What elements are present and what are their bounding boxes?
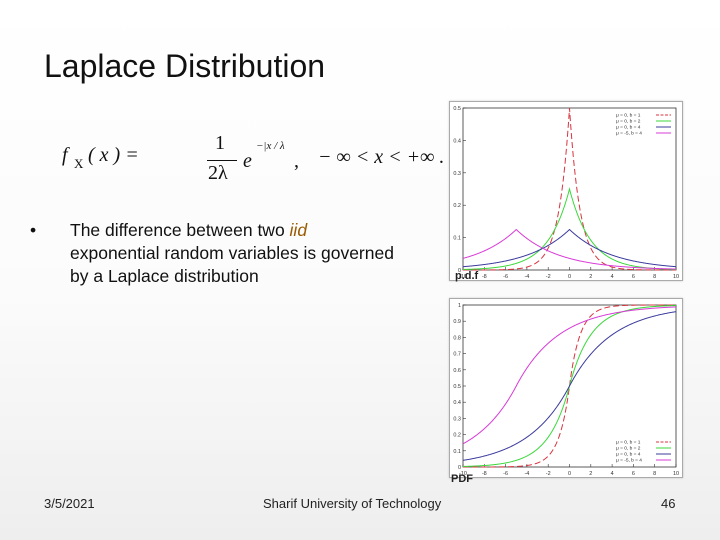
x-tick-label: -2 — [546, 471, 551, 477]
formula-lhs-argument: ( x ) = — [88, 144, 139, 166]
x-tick-label: 4 — [611, 471, 614, 477]
y-tick-label: 0.7 — [453, 352, 461, 358]
x-tick-label: 4 — [611, 274, 614, 280]
formula-denominator: 2λ — [208, 162, 228, 184]
formula-base: e — [243, 150, 252, 172]
cdf-plot: 0 0.1 0.2 0.3 0.4 0.5 0.6 0.7 0.8 0.9 1 -10 -8 -6 -4 -2… — [449, 298, 683, 478]
legend-label: μ = 0, b = 2 — [616, 119, 641, 125]
y-tick-label: 0.4 — [453, 400, 461, 406]
x-tick-label: 10 — [673, 274, 679, 280]
y-tick-label: 0.2 — [453, 203, 461, 209]
x-tick-label: 0 — [568, 274, 571, 280]
x-tick-label: 2 — [589, 274, 592, 280]
x-tick-label: -4 — [524, 471, 529, 477]
x-tick-label: -8 — [482, 274, 487, 280]
y-tick-label: 0.6 — [453, 368, 461, 374]
x-tick-label: -6 — [503, 274, 508, 280]
pdf-plot: 0 0.1 0.2 0.3 0.4 0.5 -10 -8 -6 -4 -2 0 2 4 6 8 10 μ = 0,… — [449, 101, 683, 281]
y-tick-label: 0.1 — [453, 236, 461, 242]
legend-label: μ = 0, b = 1 — [616, 113, 641, 119]
series-line — [463, 107, 676, 271]
chart-svg: 0 0.1 0.2 0.3 0.4 0.5 -10 -8 -6 -4 -2 0 2 4 6 8 10 μ = 0,… — [453, 106, 679, 280]
y-tick-label: 0 — [458, 268, 461, 274]
x-tick-label: -4 — [524, 274, 529, 280]
legend-label: μ = 0, b = 2 — [616, 446, 641, 452]
series-line — [462, 228, 677, 268]
y-tick-label: 0.3 — [453, 416, 461, 422]
y-tick-label: 0.5 — [453, 106, 461, 112]
footer-date: 3/5/2021 — [44, 496, 95, 511]
series-line — [463, 304, 676, 468]
series-line — [462, 311, 677, 461]
x-tick-label: 8 — [653, 471, 656, 477]
x-tick-label: -10 — [459, 471, 467, 477]
legend-label: μ = -5, b = 4 — [616, 458, 642, 464]
formula-lhs: f — [62, 144, 68, 166]
y-tick-label: 0.1 — [453, 449, 461, 455]
legend-label: μ = 0, b = 4 — [616, 452, 641, 458]
x-tick-label: -8 — [482, 471, 487, 477]
y-tick-label: 0.2 — [453, 433, 461, 439]
formula-domain: − ∞ < x < +∞ . — [318, 146, 445, 168]
formula-numerator: 1 — [215, 132, 225, 154]
y-tick-label: 0.8 — [453, 335, 461, 341]
y-tick-label: 0 — [458, 465, 461, 471]
legend-label: μ = 0, b = 1 — [616, 440, 641, 446]
y-tick-label: 0.3 — [453, 171, 461, 177]
legend-label: μ = -5, b = 4 — [616, 131, 642, 137]
cdf-plot-caption: PDF — [451, 473, 473, 485]
footer-institution: Sharif University of Technology — [263, 496, 442, 511]
slide-title: Laplace Distribution — [44, 48, 326, 84]
x-tick-label: 6 — [632, 274, 635, 280]
y-tick-label: 0.9 — [453, 319, 461, 325]
x-tick-label: 0 — [568, 471, 571, 477]
legend-label: μ = 0, b = 4 — [616, 125, 641, 131]
bullet-text: The difference between two iid exponenti… — [70, 220, 394, 286]
x-tick-label: -6 — [503, 471, 508, 477]
y-tick-label: 0.5 — [453, 384, 461, 390]
formula-comma: , — [294, 150, 299, 172]
pdf-plot-caption: p.d.f — [455, 270, 479, 282]
laplace-pdf-formula: f X ( x ) = 1 2λ e −|x / λ , − ∞ < x < +… — [60, 128, 444, 188]
series-line — [462, 187, 677, 270]
footer-page-number: 46 — [661, 496, 676, 511]
x-tick-label: 10 — [673, 471, 679, 477]
chart-svg: 0 0.1 0.2 0.3 0.4 0.5 0.6 0.7 0.8 0.9 1 -10 -8 -6 -4 -2… — [453, 303, 679, 477]
x-tick-label: -2 — [546, 274, 551, 280]
x-tick-label: 6 — [632, 471, 635, 477]
y-tick-label: 0.4 — [453, 138, 461, 144]
bullet-marker: • — [30, 220, 37, 240]
x-tick-label: -10 — [459, 274, 467, 280]
series-line — [462, 306, 677, 445]
formula-lhs-subscript: X — [74, 156, 84, 171]
fraction-bar — [207, 160, 237, 161]
x-tick-label: 2 — [589, 471, 592, 477]
iid-emphasis: iid — [289, 220, 308, 240]
series-line — [462, 228, 677, 270]
y-tick-label: 1 — [458, 303, 461, 309]
x-tick-label: 8 — [653, 274, 656, 280]
formula-exponent: −|x / λ — [256, 140, 285, 152]
